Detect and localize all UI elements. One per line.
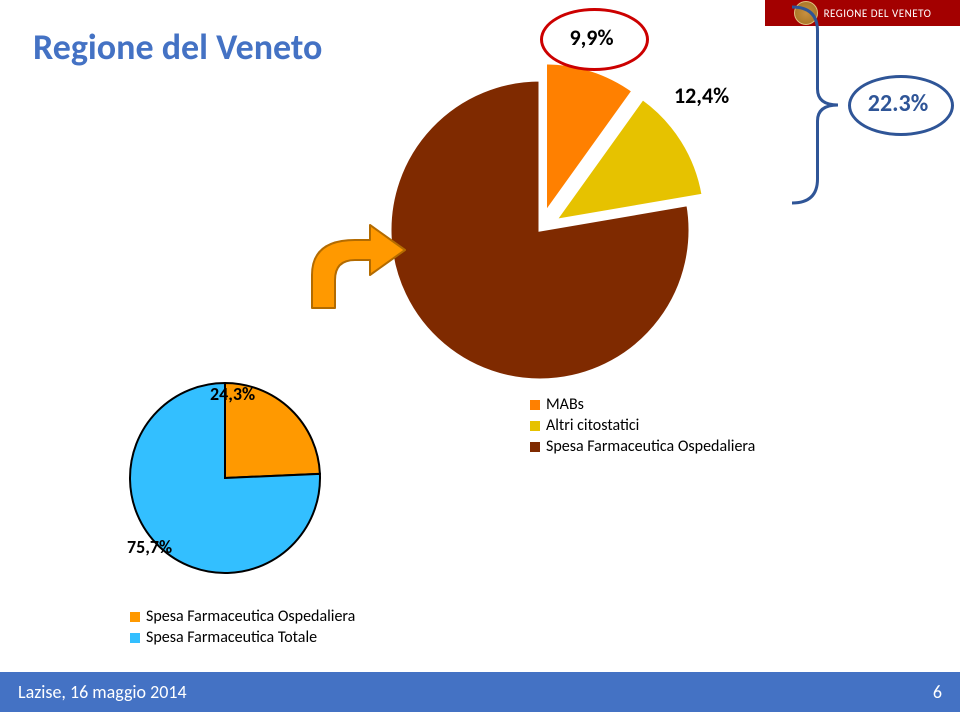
legend-item: Spesa Farmaceutica Ospedaliera: [530, 437, 755, 456]
brace-icon: [790, 5, 840, 205]
main-pie-slice: [546, 63, 633, 213]
legend-label: Spesa Farmaceutica Totale: [146, 628, 317, 647]
curved-arrow-icon: [300, 220, 410, 310]
legend-swatch: [130, 612, 140, 622]
callout-text-altri: 12,4%: [674, 82, 729, 109]
legend-item: Spesa Farmaceutica Ospedaliera: [130, 607, 355, 626]
callout-text-total: 22.3%: [848, 89, 948, 118]
footer-left-text: Lazise, 16 maggio 2014: [18, 681, 187, 703]
legend-label: MABs: [546, 395, 584, 414]
page-number: 6: [933, 681, 942, 703]
page-title: Regione del Veneto: [33, 25, 322, 69]
legend-item: Spesa Farmaceutica Totale: [130, 628, 355, 647]
legend-item: MABs: [530, 395, 755, 414]
legend-label: Altri citostatici: [546, 416, 639, 435]
legend-item: Altri citostatici: [530, 416, 755, 435]
legend-label: Spesa Farmaceutica Ospedaliera: [546, 437, 755, 456]
callout-text-mabs: 9,9%: [540, 24, 643, 51]
legend-swatch: [530, 421, 540, 431]
legend-swatch: [530, 400, 540, 410]
main-pie-slice: [555, 99, 703, 221]
main-pie-slice: [390, 80, 690, 380]
legend-label: Spesa Farmaceutica Ospedaliera: [146, 607, 355, 626]
small-pie-label-2: 75,7%: [127, 536, 172, 558]
main-pie-legend: MABs Altri citostatici Spesa Farmaceutica …: [530, 395, 755, 458]
footer-bar: Lazise, 16 maggio 2014 6: [0, 672, 960, 712]
legend-swatch: [130, 633, 140, 643]
small-pie-legend: Spesa Farmaceutica Ospedaliera Spesa Farm…: [130, 607, 355, 649]
small-pie-label-1: 24,3%: [210, 383, 255, 405]
legend-swatch: [530, 442, 540, 452]
